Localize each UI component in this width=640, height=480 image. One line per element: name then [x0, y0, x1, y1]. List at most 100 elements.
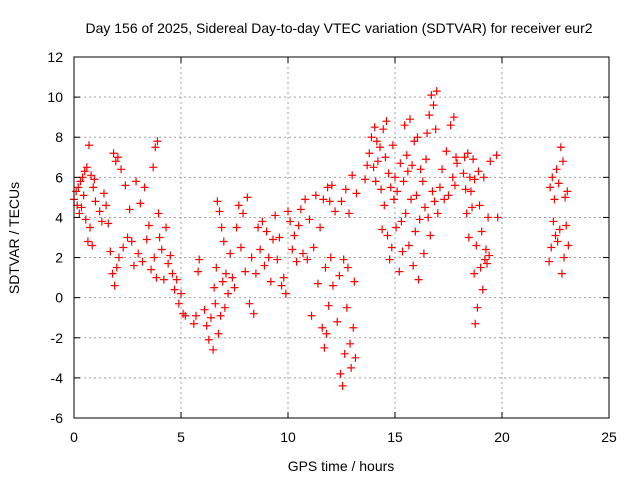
data-point — [493, 213, 502, 222]
data-point — [398, 247, 407, 256]
data-point — [387, 243, 396, 252]
data-point — [281, 289, 290, 298]
data-point — [320, 343, 329, 352]
data-point — [217, 223, 226, 232]
data-point — [472, 241, 481, 250]
data-point — [393, 187, 402, 196]
data-point — [350, 277, 359, 286]
data-point — [234, 201, 243, 210]
data-point — [322, 329, 331, 338]
data-point — [453, 159, 462, 168]
data-point — [245, 299, 254, 308]
data-point — [275, 233, 284, 242]
data-point — [129, 261, 138, 270]
data-point — [206, 313, 215, 322]
data-point — [462, 209, 471, 218]
data-point — [321, 263, 330, 272]
data-point — [258, 217, 267, 226]
data-point — [348, 171, 357, 180]
data-point — [551, 231, 560, 240]
data-point — [547, 243, 556, 252]
data-point — [408, 161, 417, 170]
data-point — [298, 249, 307, 258]
data-point — [403, 167, 412, 176]
data-point — [324, 301, 333, 310]
data-point — [384, 169, 393, 178]
data-point — [426, 231, 435, 240]
data-point — [273, 255, 282, 264]
y-tick-label: -6 — [51, 410, 64, 426]
data-point — [247, 253, 256, 262]
chart-title: Day 156 of 2025, Sidereal Day-to-day VTE… — [85, 20, 592, 36]
data-point — [444, 191, 453, 200]
data-point — [181, 311, 190, 320]
data-point — [383, 231, 392, 240]
x-tick-label: 15 — [387, 429, 403, 445]
data-point — [475, 201, 484, 210]
data-point — [478, 285, 487, 294]
data-point — [428, 187, 437, 196]
data-point — [154, 209, 163, 218]
data-point — [121, 181, 130, 190]
data-point — [212, 263, 221, 272]
data-point — [337, 197, 346, 206]
data-point — [177, 289, 185, 298]
data-point — [236, 243, 245, 252]
y-axis-label: SDTVAR / TECUs — [6, 182, 22, 294]
data-point — [309, 243, 318, 252]
data-point — [367, 133, 376, 142]
data-point — [260, 261, 269, 270]
data-point — [389, 195, 398, 204]
data-point — [168, 269, 177, 278]
data-point — [200, 305, 209, 314]
data-point — [376, 143, 385, 152]
data-point — [397, 217, 406, 226]
data-point — [153, 137, 162, 146]
data-point — [75, 209, 84, 218]
data-point — [179, 309, 188, 318]
y-tick-label: 12 — [47, 49, 63, 65]
data-point — [134, 249, 143, 258]
data-point — [204, 335, 213, 344]
data-point — [277, 281, 286, 290]
data-point — [316, 223, 325, 232]
data-point — [313, 279, 322, 288]
data-point — [279, 273, 288, 282]
data-point — [77, 203, 86, 212]
data-point — [449, 113, 458, 122]
data-point — [349, 323, 358, 332]
data-point — [147, 265, 156, 274]
data-point — [369, 163, 378, 172]
grid-layer — [74, 57, 609, 418]
data-point — [266, 277, 275, 286]
data-point — [363, 161, 372, 170]
data-point — [481, 245, 490, 254]
data-point — [249, 309, 258, 318]
data-point — [470, 269, 479, 278]
data-point — [172, 275, 181, 284]
data-point — [342, 303, 351, 312]
data-point — [391, 173, 399, 182]
data-point — [418, 177, 427, 186]
data-point — [371, 177, 380, 186]
data-point — [351, 353, 360, 362]
y-tick-label: -4 — [51, 370, 64, 386]
data-point — [90, 175, 99, 184]
data-point — [79, 191, 88, 200]
data-point — [430, 197, 439, 206]
data-point — [557, 269, 566, 278]
data-point — [424, 213, 433, 222]
data-point — [88, 241, 97, 250]
data-point — [396, 159, 405, 168]
data-point — [269, 235, 278, 244]
data-point — [419, 249, 428, 258]
data-point — [159, 275, 168, 284]
data-point — [427, 91, 436, 100]
data-point — [370, 123, 379, 132]
data-point — [560, 253, 569, 262]
data-point — [152, 273, 161, 282]
data-point — [483, 259, 492, 268]
data-point — [228, 273, 237, 282]
data-point — [556, 143, 565, 152]
data-point — [339, 255, 348, 264]
